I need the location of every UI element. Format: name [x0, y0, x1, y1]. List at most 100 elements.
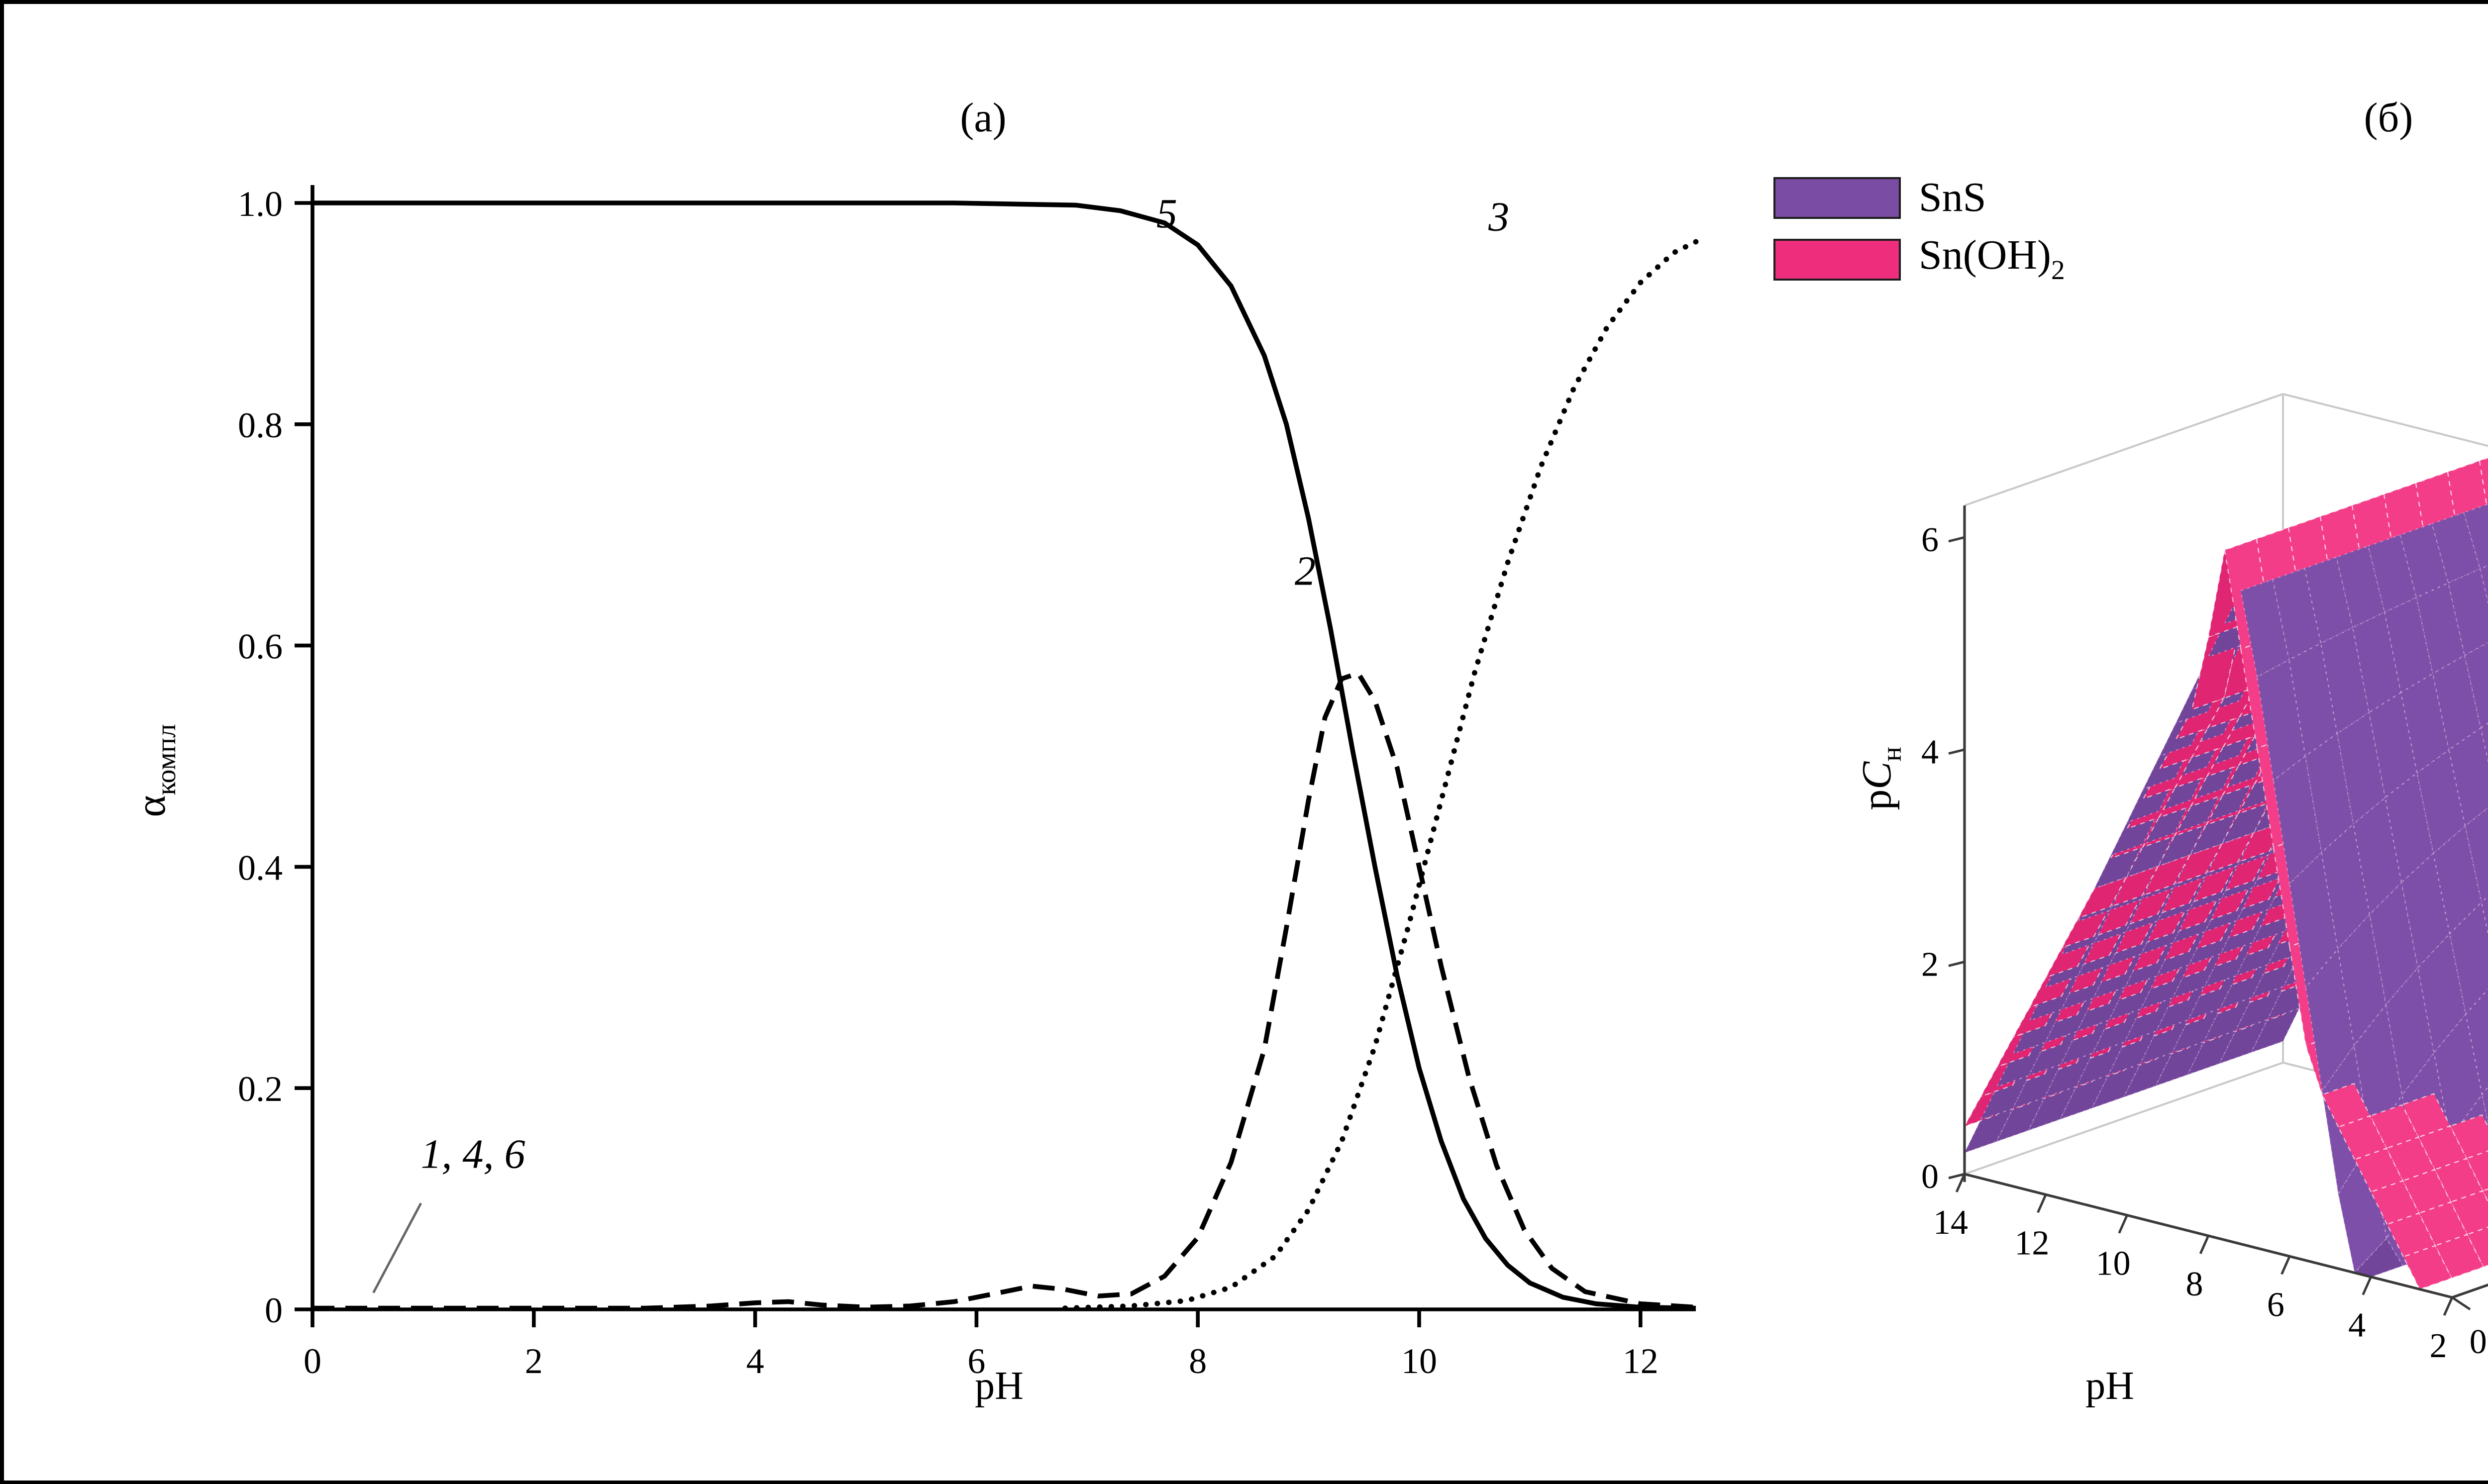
ph-tick — [2281, 1256, 2291, 1275]
z-axis-label-3d: pCн — [1853, 699, 1907, 858]
y-tick-label: 0.8 — [238, 405, 283, 445]
surface-sns — [2433, 1013, 2483, 1139]
legend-label-snoh2-text: Sn(OH) — [1919, 231, 2051, 279]
surface-snoh2 — [2450, 1190, 2488, 1235]
ph-tick — [2443, 1297, 2454, 1316]
curve-label-3: 3 — [1488, 194, 1509, 240]
surface-sns — [2155, 1041, 2204, 1087]
pc-label-sub: н — [1876, 746, 1907, 762]
surface-sns — [2091, 1063, 2141, 1109]
surface-sns — [2107, 1030, 2157, 1076]
x-tick-label: 6 — [967, 1341, 985, 1381]
surface-sns — [2075, 1041, 2125, 1087]
surface-sns — [2139, 1019, 2189, 1065]
surface-sns — [2251, 953, 2301, 998]
surface-sns — [2289, 852, 2339, 988]
surface-sns — [2142, 799, 2191, 845]
legend-item-sns: SnS — [1773, 174, 2065, 221]
ph-tick — [1955, 1174, 1966, 1192]
surface-sns — [2060, 1019, 2110, 1065]
surface-sns — [2399, 523, 2449, 598]
surface-sns — [2235, 986, 2284, 1031]
surface-sns — [2123, 1052, 2173, 1098]
surface-sns — [2368, 534, 2417, 613]
x-tick-label: 10 — [1401, 1341, 1437, 1381]
surface-sns — [2012, 1064, 2062, 1109]
surface-sns — [2384, 772, 2434, 884]
series-curve-2 — [312, 670, 1696, 1311]
surface-sns — [2432, 655, 2482, 751]
surface-snoh2 — [2159, 727, 2208, 770]
panel-b-title: (б) — [2364, 94, 2413, 141]
surface-snoh2 — [2434, 1234, 2484, 1279]
annotation-leader-line — [372, 1202, 422, 1293]
surface-sns — [2140, 964, 2189, 1010]
surface-snoh2 — [2402, 1245, 2452, 1290]
surface-sns — [2448, 727, 2488, 827]
surface-sns — [2273, 755, 2322, 885]
z-tick — [1948, 1173, 1965, 1180]
surface-sns — [2171, 1008, 2221, 1054]
legend-label-snoh2: Sn(OH)2 — [1919, 231, 2065, 286]
surface-sns — [1996, 1042, 2046, 1088]
axes-box-edge — [2282, 393, 2488, 447]
surface-snoh2 — [2175, 697, 2225, 740]
ph-tick — [2362, 1276, 2372, 1295]
ph-axis-label-3d: pH — [2085, 1365, 2134, 1409]
y-tick-label: 1.0 — [238, 184, 283, 224]
surface-sns — [2044, 1053, 2093, 1098]
panel-a-title: (а) — [960, 94, 1007, 141]
ph-tick-label: 4 — [2348, 1306, 2366, 1345]
surface-snoh2 — [2077, 876, 2127, 919]
z-tick — [1948, 748, 1965, 755]
axes-box-edge — [1964, 393, 2283, 506]
legend-swatch-sns — [1773, 177, 1901, 219]
ph-tick-label: 14 — [1933, 1203, 1968, 1242]
ph-tick-label: 8 — [2186, 1265, 2203, 1303]
legend-swatch-snoh2 — [1773, 238, 1901, 281]
surface-sns — [2108, 975, 2158, 1021]
surface-sns — [2172, 953, 2221, 999]
surface-sns — [2124, 997, 2174, 1043]
ph-tick — [2037, 1194, 2047, 1213]
surface-sns — [2189, 810, 2239, 856]
ph-tick — [2118, 1214, 2128, 1234]
x-tick-label: 2 — [525, 1341, 543, 1381]
surface-sns — [2415, 582, 2465, 675]
legend-label-snoh2-sub: 2 — [2051, 255, 2065, 286]
x-tick-label: 4 — [746, 1341, 764, 1381]
na-tick — [2451, 1296, 2471, 1310]
surface-sns — [2156, 986, 2205, 1032]
surface-sns — [2110, 810, 2160, 856]
legend-item-snoh2: Sn(OH)2 — [1773, 231, 2065, 286]
surface-sns — [2336, 712, 2386, 825]
y-tick-label: 0.2 — [238, 1069, 283, 1109]
surface-sns — [2076, 987, 2126, 1032]
curve-label-2: 2 — [1295, 548, 1316, 594]
surface-sns — [2218, 1019, 2268, 1065]
surface-snoh2 — [2466, 1226, 2488, 1268]
figure-svg: 0 2 4 6 8 10 12 0 0.2 0.4 0.6 0.8 1.0 5 2 3 1, 4, 6 14 12 1… — [238, 184, 2488, 1381]
z-tick-label: 0 — [1921, 1158, 1939, 1196]
surface-sns — [2059, 1075, 2109, 1120]
y-tick-label: 0.4 — [238, 848, 283, 888]
surface-sns — [2028, 1031, 2078, 1077]
surface-sns — [2464, 642, 2488, 729]
x-tick-label: 8 — [1189, 1341, 1207, 1381]
surface-sns — [2400, 853, 2450, 969]
pc-label-p: p — [1853, 789, 1901, 810]
surface-sns — [2304, 733, 2354, 854]
na-tick-label: 0.05 — [2470, 1323, 2488, 1361]
z-tick — [1948, 536, 1965, 543]
pc-label-c: C — [1853, 761, 1901, 790]
surface-sns — [2368, 692, 2418, 798]
surface-sns — [2092, 1008, 2142, 1054]
surface-sns — [2235, 931, 2285, 977]
surface-sns — [2400, 673, 2450, 774]
surface-sns — [2044, 997, 2094, 1043]
series-curve-3 — [1062, 239, 1699, 1311]
surface-sns — [2027, 1086, 2077, 1131]
ph-tick-label: 10 — [2096, 1245, 2131, 1283]
surface-sns — [2417, 933, 2467, 1054]
curve-label-1-4-6: 1, 4, 6 — [420, 1131, 525, 1177]
